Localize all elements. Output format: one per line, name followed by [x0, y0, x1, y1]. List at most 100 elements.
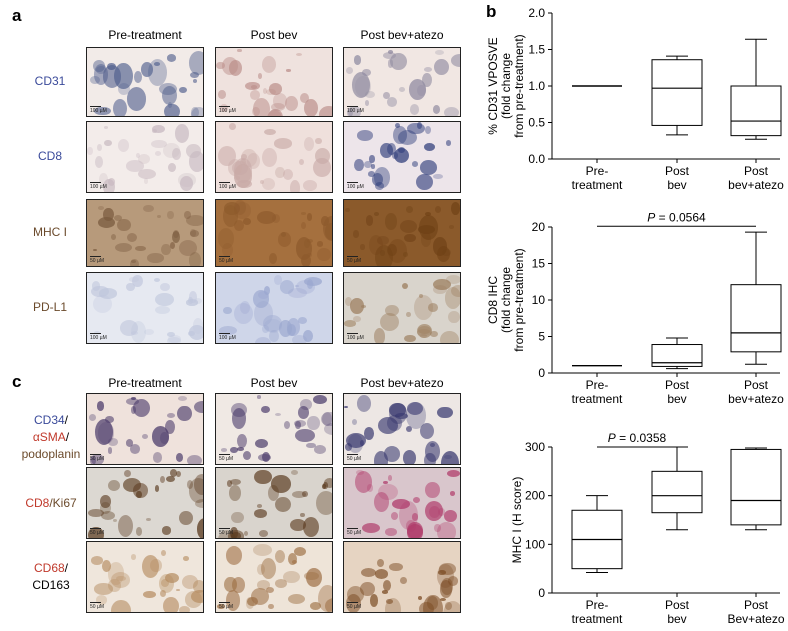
x-category-label: bev	[667, 612, 686, 626]
x-category-label: bev+atezo	[728, 392, 784, 406]
y-tick-label: 5	[538, 330, 545, 344]
box-iqr	[651, 470, 703, 514]
panel-a-micrograph: 50 µM	[86, 199, 204, 267]
y-tick-label: 10	[532, 293, 546, 307]
x-category-label: bev	[667, 178, 686, 192]
box-iqr	[571, 509, 623, 570]
scale-bar-label: 100 µM	[90, 184, 107, 190]
x-category-label: Post	[744, 378, 769, 392]
y-tick-label: 0.5	[528, 116, 545, 130]
panel-a-row-label: CD8	[37, 149, 62, 163]
panel-c-column-header: Post bev+atezo	[360, 376, 444, 390]
p-value-label: P = 0.0358	[608, 431, 667, 445]
scale-bar-label: 50 µM	[90, 456, 104, 462]
box-iqr	[730, 284, 782, 353]
x-category-label: treatment	[572, 392, 623, 406]
x-category-label: Post	[665, 164, 690, 178]
y-tick-label: 20	[532, 220, 546, 234]
p-value-label: P = 0.0564	[647, 210, 706, 224]
panel-c-row-label: CD68/CD163	[32, 561, 70, 592]
panel-c-micrograph: 50 µM	[343, 467, 461, 539]
x-category-label: bev+atezo	[728, 178, 784, 192]
y-axis-label: from pre-treatment)	[512, 34, 526, 137]
panel-c-letter: c	[12, 372, 22, 391]
x-category-label: Post	[665, 598, 690, 612]
x-category-label: Pre-	[586, 378, 609, 392]
panel-a-micrograph: 100 µM	[215, 121, 333, 193]
x-category-label: Bev+atezo	[727, 612, 784, 626]
scale-bar-label: 100 µM	[90, 108, 107, 114]
x-category-label: Post	[744, 598, 769, 612]
panel-a-micrograph: 100 µM	[86, 47, 204, 117]
panel-a-micrograph: 50 µM	[343, 199, 461, 267]
y-tick-label: 15	[532, 257, 546, 271]
scale-bar-label: 50 µM	[219, 456, 233, 462]
panel-a-row-label: CD31	[34, 74, 66, 88]
y-tick-label: 0	[538, 366, 545, 380]
panel-a-column-header: Pre-treatment	[108, 28, 182, 42]
scale-bar-label: 50 µM	[347, 530, 361, 536]
y-axis-label: CD8 IHC	[486, 276, 500, 324]
x-category-label: treatment	[572, 178, 623, 192]
box-iqr	[651, 59, 703, 126]
scale-bar-label: 100 µM	[347, 108, 364, 114]
scale-bar-label: 50 µM	[219, 604, 233, 610]
scale-bar-label: 100 µM	[219, 184, 236, 190]
box-iqr	[651, 344, 703, 367]
x-category-label: Pre-	[586, 164, 609, 178]
scale-bar-label: 50 µM	[347, 258, 361, 264]
panel-c-row-label: CD34/αSMA/podoplanin	[21, 413, 81, 461]
y-axis-label: % CD31 VPOSVE	[486, 37, 500, 134]
scale-bar-label: 50 µM	[90, 604, 104, 610]
y-tick-label: 300	[525, 440, 545, 454]
scale-bar-label: 50 µM	[219, 258, 233, 264]
panel-a-micrograph: 100 µM	[86, 272, 204, 344]
panel-c-micrograph: 50 µM	[86, 467, 204, 539]
y-axis-label: MHC I (H score)	[510, 477, 524, 564]
scale-bar-label: 50 µM	[347, 604, 361, 610]
scale-bar-label: 100 µM	[90, 335, 107, 341]
scale-bar-label: 50 µM	[347, 456, 361, 462]
y-tick-label: 1.5	[528, 43, 545, 57]
panel-c-micrograph: 50 µM	[215, 541, 333, 613]
panel-a-micrograph: 100 µM	[343, 272, 461, 344]
panel-a-micrograph: 100 µM	[343, 121, 461, 193]
panel-c-row-label: CD8/Ki67	[25, 495, 77, 510]
panel-a-micrograph: 100 µM	[86, 121, 204, 193]
x-category-label: bev	[667, 392, 686, 406]
box-iqr	[730, 85, 782, 137]
x-category-label: treatment	[572, 612, 623, 626]
scale-bar-label: 100 µM	[219, 108, 236, 114]
scale-bar-label: 50 µM	[219, 530, 233, 536]
x-category-label: Post	[744, 164, 769, 178]
panel-c-micrograph: 50 µM	[86, 541, 204, 613]
y-axis-label: from pre-treatment)	[512, 248, 526, 351]
y-tick-label: 2.0	[528, 6, 545, 20]
panel-b-letter: b	[486, 2, 497, 21]
panel-c-micrograph: 50 µM	[215, 393, 333, 465]
panel-a-row-label: MHC I	[33, 225, 67, 239]
scale-bar-label: 100 µM	[347, 184, 364, 190]
box-iqr	[730, 448, 782, 526]
panel-a-micrograph: 100 µM	[215, 272, 333, 344]
y-tick-label: 200	[525, 489, 545, 503]
scale-bar-label: 50 µM	[90, 258, 104, 264]
panel-a-letter: a	[12, 6, 22, 25]
x-category-label: Pre-	[586, 598, 609, 612]
y-tick-label: 0.0	[528, 152, 545, 166]
panel-a-micrograph: 100 µM	[215, 47, 333, 117]
panel-a-column-header: Post bev+atezo	[360, 28, 444, 42]
panel-c-micrograph: 50 µM	[343, 541, 461, 613]
y-axis-label: (fold change	[499, 53, 513, 119]
panel-a-micrograph: 100 µM	[343, 47, 461, 117]
scale-bar-label: 100 µM	[219, 335, 236, 341]
panel-c-micrograph: 50 µM	[343, 393, 461, 465]
panel-a-column-header: Post bev	[250, 28, 298, 42]
panel-a-row-label: PD-L1	[32, 300, 67, 314]
y-tick-label: 1.0	[528, 79, 545, 93]
panel-c-micrograph: 50 µM	[86, 393, 204, 465]
scale-bar-label: 100 µM	[347, 335, 364, 341]
panel-c-micrograph: 50 µM	[215, 467, 333, 539]
y-tick-label: 0	[538, 586, 545, 600]
y-tick-label: 100	[525, 537, 545, 551]
